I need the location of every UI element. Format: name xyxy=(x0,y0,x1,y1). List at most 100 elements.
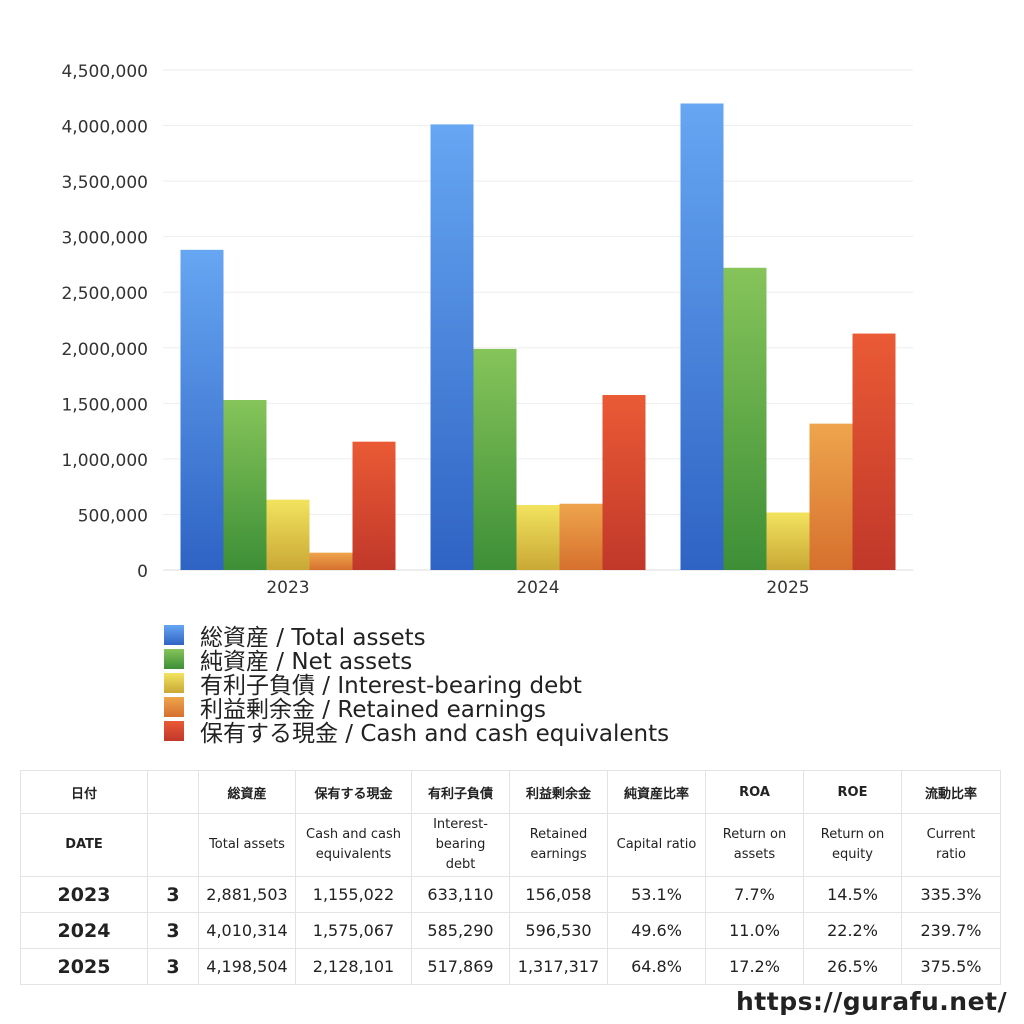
table-row: 日付 総資産 保有する現金 有利子負債 利益剰余金 純資産比率 ROA ROE 流動比率 xyxy=(20,770,1001,814)
table-cell: 22.2% xyxy=(803,912,902,949)
bar-2023-series-2 xyxy=(266,499,310,570)
legend-item: 純資産 / Net assets xyxy=(164,647,669,675)
table-cell: 375.5% xyxy=(901,948,1001,985)
y-tick-label: 3,500,000 xyxy=(61,173,148,193)
bar-2024-series-3 xyxy=(559,503,603,570)
table-cell: 4,198,504 xyxy=(198,948,296,985)
table-cell: 585,290 xyxy=(411,912,510,949)
x-axis-ticks: 2023 2024 2025 xyxy=(266,578,809,598)
table-cell: ROE xyxy=(803,770,902,814)
table-cell: 14.5% xyxy=(803,876,902,913)
table-cell: 7.7% xyxy=(705,876,804,913)
table-cell: Retained earnings xyxy=(509,813,608,877)
legend-label: 有利子負債 / Interest-bearing debt xyxy=(200,673,582,699)
y-tick-label: 0 xyxy=(137,562,148,582)
legend-label: 総資産 / Total assets xyxy=(200,625,426,651)
legend-label: 純資産 / Net assets xyxy=(200,649,413,675)
y-tick-label: 2,000,000 xyxy=(61,340,148,360)
table-cell: 335.3% xyxy=(901,876,1001,913)
table-cell: ROA xyxy=(705,770,804,814)
site-url: https://gurafu.net/ xyxy=(736,987,1008,1016)
bar-2025-series-2 xyxy=(766,512,810,570)
x-tick-label: 2023 xyxy=(266,578,309,598)
legend-label: 利益剰余金 / Retained earnings xyxy=(200,697,547,723)
table-cell: Interest-bearing debt xyxy=(411,813,510,877)
financial-table: 日付 総資産 保有する現金 有利子負債 利益剰余金 純資産比率 ROA ROE 流動比率 DATE… xyxy=(20,770,1001,985)
table-row: DATE Total assets Cash and cash equivalents… xyxy=(20,813,1001,877)
bar-2024-series-2 xyxy=(516,504,560,570)
table-cell: 流動比率 xyxy=(901,770,1001,814)
table-cell: 2023 xyxy=(20,876,148,913)
bar-2024-series-4 xyxy=(602,394,646,570)
y-tick-label: 4,000,000 xyxy=(61,118,148,138)
table-cell xyxy=(147,813,199,877)
table-cell: Capital ratio xyxy=(607,813,706,877)
table-cell: 1,317,317 xyxy=(509,948,608,985)
table-cell: DATE xyxy=(20,813,148,877)
bar-2023-series-1 xyxy=(223,400,267,570)
legend-item: 保有する現金 / Cash and cash equivalents xyxy=(164,719,669,747)
table-cell: 2025 xyxy=(20,948,148,985)
table-cell: Total assets xyxy=(198,813,296,877)
bar-2023-series-0 xyxy=(180,249,224,570)
y-tick-label: 2,500,000 xyxy=(61,284,148,304)
bar-2025-series-0 xyxy=(680,103,724,570)
table-cell: 2,128,101 xyxy=(295,948,412,985)
table-cell: Return on assets xyxy=(705,813,804,877)
table-cell: 11.0% xyxy=(705,912,804,949)
table-cell: 1,575,067 xyxy=(295,912,412,949)
table-cell: 日付 xyxy=(20,770,148,814)
table-cell: 633,110 xyxy=(411,876,510,913)
legend-label: 保有する現金 / Cash and cash equivalents xyxy=(200,721,670,747)
legend-item: 有利子負債 / Interest-bearing debt xyxy=(164,671,669,699)
legend-swatch xyxy=(164,673,184,693)
table-cell: 総資産 xyxy=(198,770,296,814)
table-cell xyxy=(147,770,199,814)
table-cell: Cash and cash equivalents xyxy=(295,813,412,877)
bar-2025-series-4 xyxy=(852,333,896,570)
bars xyxy=(180,103,896,571)
bar-2024-series-1 xyxy=(473,348,517,570)
legend-item: 利益剰余金 / Retained earnings xyxy=(164,695,669,723)
bar-2025-series-3 xyxy=(809,423,853,570)
table-cell: 純資産比率 xyxy=(607,770,706,814)
table-cell: 53.1% xyxy=(607,876,706,913)
table-cell: Return on equity xyxy=(803,813,902,877)
legend-swatch xyxy=(164,697,184,717)
table-cell: 利益剰余金 xyxy=(509,770,608,814)
bar-2023-series-4 xyxy=(352,441,396,570)
y-axis-ticks: 0 500,000 1,000,000 1,500,000 2,000,000 2,500… xyxy=(61,62,148,582)
y-tick-label: 1,000,000 xyxy=(61,451,148,471)
table-cell: 保有する現金 xyxy=(295,770,412,814)
table-cell: 2,881,503 xyxy=(198,876,296,913)
legend-item: 総資産 / Total assets xyxy=(164,623,669,651)
bar-2024-series-0 xyxy=(430,124,474,571)
table-row: 2023 3 2,881,503 1,155,022 633,110 156,058 53.… xyxy=(20,876,1001,913)
y-tick-label: 500,000 xyxy=(78,506,148,526)
table-cell: Current ratio xyxy=(901,813,1001,877)
bar-2025-series-1 xyxy=(723,267,767,570)
table-cell: 49.6% xyxy=(607,912,706,949)
bar-chart: 0 500,000 1,000,000 1,500,000 2,000,000 2,500… xyxy=(61,62,913,598)
table-cell: 4,010,314 xyxy=(198,912,296,949)
table-cell: 64.8% xyxy=(607,948,706,985)
table-row: 2024 3 4,010,314 1,575,067 585,290 596,530 49.… xyxy=(20,912,1001,949)
table-cell: 1,155,022 xyxy=(295,876,412,913)
table-cell: 517,869 xyxy=(411,948,510,985)
x-tick-label: 2025 xyxy=(766,578,809,598)
legend-swatch xyxy=(164,625,184,645)
table-cell: 3 xyxy=(147,948,199,985)
bar-2023-series-3 xyxy=(309,552,353,570)
table-cell: 17.2% xyxy=(705,948,804,985)
x-tick-label: 2024 xyxy=(516,578,559,598)
table-cell: 156,058 xyxy=(509,876,608,913)
legend-swatch xyxy=(164,649,184,669)
legend: 総資産 / Total assets 純資産 / Net assets 有利子負債 … xyxy=(164,623,669,747)
table-cell: 239.7% xyxy=(901,912,1001,949)
table-row: 2025 3 4,198,504 2,128,101 517,869 1,317,317 6… xyxy=(20,948,1001,985)
table-cell: 26.5% xyxy=(803,948,902,985)
table-cell: 3 xyxy=(147,912,199,949)
table-cell: 596,530 xyxy=(509,912,608,949)
table-cell: 2024 xyxy=(20,912,148,949)
table-cell: 有利子負債 xyxy=(411,770,510,814)
